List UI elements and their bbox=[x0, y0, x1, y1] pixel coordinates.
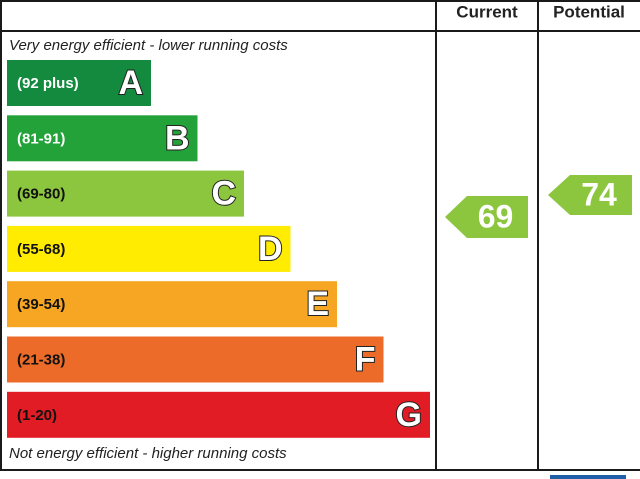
potential-header: Potential bbox=[553, 2, 625, 21]
band-range: (1-20) bbox=[17, 407, 57, 424]
rating-arrow bbox=[445, 196, 528, 238]
bands: (92 plus) A (81-91) B (69-80) C (55-68) D (39-54… bbox=[7, 60, 430, 438]
band-letter: B bbox=[165, 119, 190, 157]
band-letter: F bbox=[355, 340, 376, 378]
top-note: Very energy efficient - lower running co… bbox=[9, 37, 288, 54]
band-range: (21-38) bbox=[17, 351, 65, 368]
arrows: 69 74 bbox=[445, 175, 632, 238]
band-letter: A bbox=[118, 64, 143, 102]
band-bar bbox=[7, 391, 430, 438]
band-bar bbox=[7, 115, 198, 162]
bottom-note: Not energy efficient - higher running co… bbox=[9, 445, 287, 462]
band-bar bbox=[7, 225, 291, 272]
rating-value: 69 bbox=[478, 198, 514, 234]
current-header: Current bbox=[456, 2, 518, 21]
band-range: (92 plus) bbox=[17, 75, 79, 92]
band-letter: E bbox=[306, 285, 329, 323]
band-bar bbox=[7, 336, 384, 383]
band-letter: G bbox=[396, 396, 422, 434]
band-letter: D bbox=[258, 230, 283, 268]
rating-value: 74 bbox=[581, 176, 617, 212]
band-range: (81-91) bbox=[17, 130, 65, 147]
band-range: (55-68) bbox=[17, 241, 65, 258]
band-bar bbox=[7, 281, 337, 328]
band-range: (69-80) bbox=[17, 186, 65, 203]
rating-arrow bbox=[548, 175, 632, 215]
band-bar bbox=[7, 60, 151, 106]
band-bar bbox=[7, 170, 244, 217]
band-letter: C bbox=[211, 175, 236, 213]
tab-edge bbox=[550, 475, 626, 479]
band-range: (39-54) bbox=[17, 296, 65, 313]
